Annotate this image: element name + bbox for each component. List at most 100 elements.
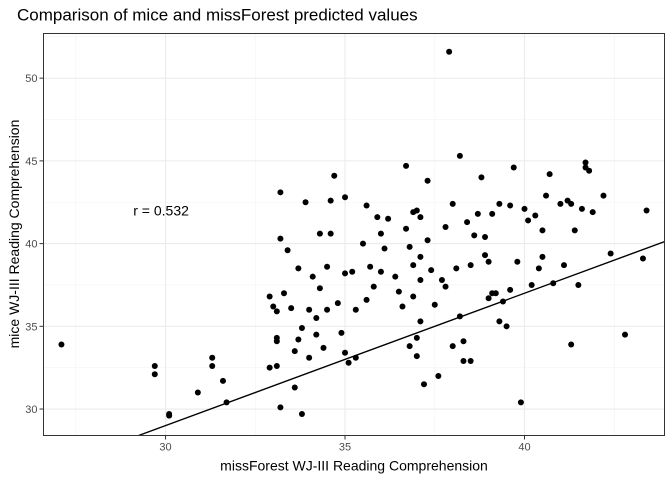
data-point [449,343,456,350]
data-point [320,344,327,351]
data-point [399,303,406,310]
data-point [539,227,546,234]
data-point [367,263,374,270]
data-point [381,245,388,252]
data-point [209,363,216,370]
data-point [431,301,438,308]
data-point [482,252,489,259]
data-point [313,331,320,338]
data-point [546,171,553,178]
data-point [352,306,359,313]
data-point [385,215,392,222]
data-point [528,281,535,288]
data-point [298,324,305,331]
x-tick-label: 35 [339,442,351,454]
data-point [442,283,449,290]
data-point [417,276,424,283]
data-point [543,192,550,199]
data-point [510,164,517,171]
data-point [406,243,413,250]
data-point [482,233,489,240]
data-point [557,200,564,207]
data-point [324,263,331,270]
y-tick-label: 50 [25,73,37,85]
data-point [413,207,420,214]
correlation-annotation: r = 0.532 [133,203,189,219]
data-point [277,404,284,411]
data-point [460,358,467,365]
data-point [363,296,370,303]
data-point [417,253,424,260]
data-point [273,334,280,341]
data-point [485,258,492,265]
data-point [298,410,305,417]
data-point [316,285,323,292]
data-point [194,389,201,396]
data-point [327,230,334,237]
data-point [277,189,284,196]
data-point [485,295,492,302]
data-point [607,250,614,257]
data-point [291,384,298,391]
data-point [266,293,273,300]
data-point [639,255,646,262]
y-tick-label: 30 [25,404,37,416]
data-point [266,364,273,371]
data-point [324,306,331,313]
data-point [413,334,420,341]
data-point [334,300,341,307]
data-point [342,270,349,277]
data-point [514,258,521,265]
regression-line-group [138,240,665,437]
data-point [453,265,460,272]
data-point [270,303,277,310]
data-point [151,363,158,370]
x-axis-title: missForest WJ-III Reading Comprehension [220,458,488,474]
data-point [568,200,575,207]
data-point [449,200,456,207]
data-point [456,152,463,159]
data-point [420,381,427,388]
data-point [377,268,384,275]
data-point [377,230,384,237]
data-point [306,354,313,361]
data-point [331,172,338,179]
minor-gridlines [43,33,665,436]
y-axis-ticks: 30 35 40 45 50 [25,73,44,416]
major-gridlines [43,33,665,436]
data-point [417,214,424,221]
data-point [313,315,320,322]
data-point [464,219,471,226]
data-point [413,353,420,360]
y-axis-title: mice WJ-III Reading Comprehension [6,120,22,349]
data-point [338,329,345,336]
data-point [309,273,316,280]
data-point [370,283,377,290]
data-point [578,205,585,212]
x-tick-label: 40 [518,442,530,454]
y-tick-label: 45 [25,156,37,168]
data-point [410,262,417,269]
y-tick-label: 40 [25,239,37,251]
data-point [568,341,575,348]
data-point [435,372,442,379]
data-point [467,262,474,269]
data-point [345,359,352,366]
data-point [560,262,567,269]
data-point [288,305,295,312]
data-point [525,217,532,224]
data-point [575,281,582,288]
data-point [410,293,417,300]
data-points [58,48,650,419]
y-tick-label: 35 [25,321,37,333]
data-point [521,205,528,212]
data-point [532,212,539,219]
data-point [342,194,349,201]
data-point [442,224,449,231]
data-point [550,280,557,287]
data-point [424,237,431,244]
x-tick-label: 30 [159,442,171,454]
data-point [571,227,578,234]
data-point [327,197,334,204]
